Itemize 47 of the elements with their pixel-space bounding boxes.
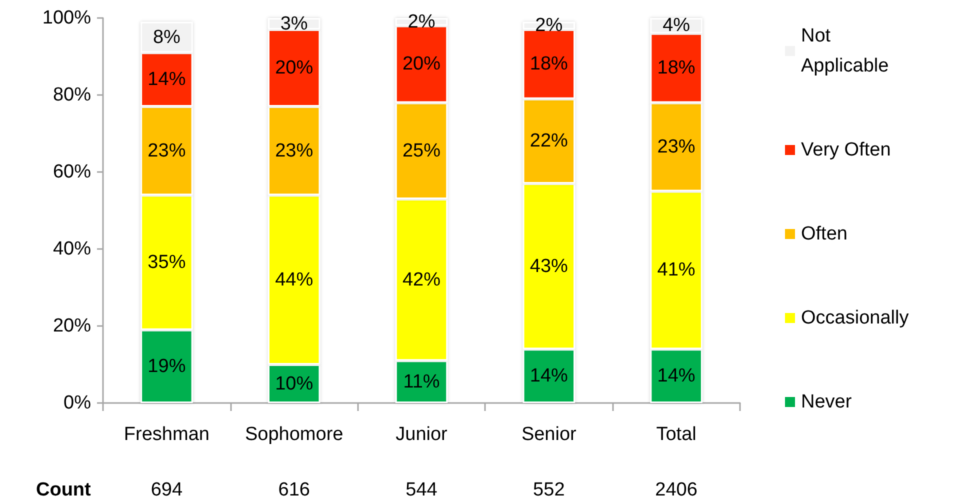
data-label: 20% — [275, 58, 314, 79]
text: Count — [36, 480, 92, 500]
data-label: 43% — [530, 256, 568, 277]
data-label: 8% — [152, 26, 181, 48]
text: 616 — [278, 480, 310, 500]
legend-label: Very Often — [801, 140, 891, 160]
y-tick-label: 60% — [52, 162, 92, 182]
data-label: 11% — [403, 371, 440, 392]
legend-label: Occasionally — [801, 308, 910, 328]
data-label: 3% — [280, 13, 308, 34]
x-tick-label: Senior — [521, 424, 578, 445]
data-label: 41% — [657, 260, 696, 281]
data-label: 14% — [530, 366, 568, 387]
data-label: 22% — [530, 130, 568, 152]
data-label: 18% — [530, 54, 568, 75]
y-tick-label: 0% — [64, 392, 92, 414]
x-tick-label: Sophomore — [244, 424, 344, 445]
x-tick-label: Total — [656, 424, 696, 445]
data-label: 42% — [402, 269, 441, 290]
x-tick-label: Junior — [396, 424, 448, 445]
data-label: 18% — [657, 58, 696, 79]
data-label: 23% — [657, 136, 696, 158]
data-label: 2% — [535, 15, 563, 36]
data-label: 25% — [402, 140, 441, 162]
text: 2406 — [655, 480, 698, 500]
legend-label: Not Applicable — [801, 26, 889, 76]
legend-label: Never — [801, 392, 852, 412]
y-tick-label: 40% — [52, 238, 92, 260]
data-label: 14% — [657, 366, 696, 387]
data-label: 19% — [148, 356, 186, 377]
text: 694 — [150, 480, 183, 500]
data-label: 20% — [402, 54, 441, 75]
data-label: 2% — [408, 11, 436, 32]
data-label: 14% — [148, 69, 186, 90]
data-label: 23% — [148, 140, 186, 162]
data-label: 35% — [148, 252, 186, 273]
data-label: 4% — [662, 15, 690, 36]
text: 552 — [533, 480, 565, 500]
y-tick-label: 100% — [42, 8, 92, 28]
text: 544 — [406, 480, 438, 500]
y-tick-label: 80% — [52, 84, 92, 106]
y-tick-label: 20% — [52, 316, 92, 336]
legend-label: Often — [801, 224, 848, 244]
data-label: 44% — [275, 269, 314, 290]
data-label: 23% — [275, 140, 314, 162]
data-label: 10% — [275, 373, 314, 394]
x-tick-label: Freshman — [124, 424, 210, 445]
